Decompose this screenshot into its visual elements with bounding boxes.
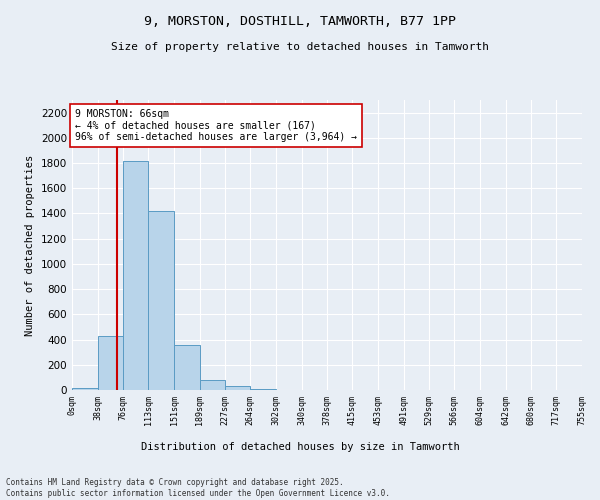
Text: 9, MORSTON, DOSTHILL, TAMWORTH, B77 1PP: 9, MORSTON, DOSTHILL, TAMWORTH, B77 1PP: [144, 15, 456, 28]
Text: Distribution of detached houses by size in Tamworth: Distribution of detached houses by size …: [140, 442, 460, 452]
Bar: [174, 345, 200, 390]
Y-axis label: Number of detached properties: Number of detached properties: [25, 154, 35, 336]
Bar: [200, 380, 226, 390]
Bar: [148, 211, 174, 390]
Text: Size of property relative to detached houses in Tamworth: Size of property relative to detached ho…: [111, 42, 489, 52]
Bar: [98, 336, 124, 390]
Bar: [226, 386, 250, 390]
Bar: [250, 389, 276, 390]
Bar: [72, 388, 98, 390]
Text: Contains HM Land Registry data © Crown copyright and database right 2025.
Contai: Contains HM Land Registry data © Crown c…: [6, 478, 390, 498]
Bar: [124, 160, 148, 390]
Text: 9 MORSTON: 66sqm
← 4% of detached houses are smaller (167)
96% of semi-detached : 9 MORSTON: 66sqm ← 4% of detached houses…: [75, 109, 357, 142]
